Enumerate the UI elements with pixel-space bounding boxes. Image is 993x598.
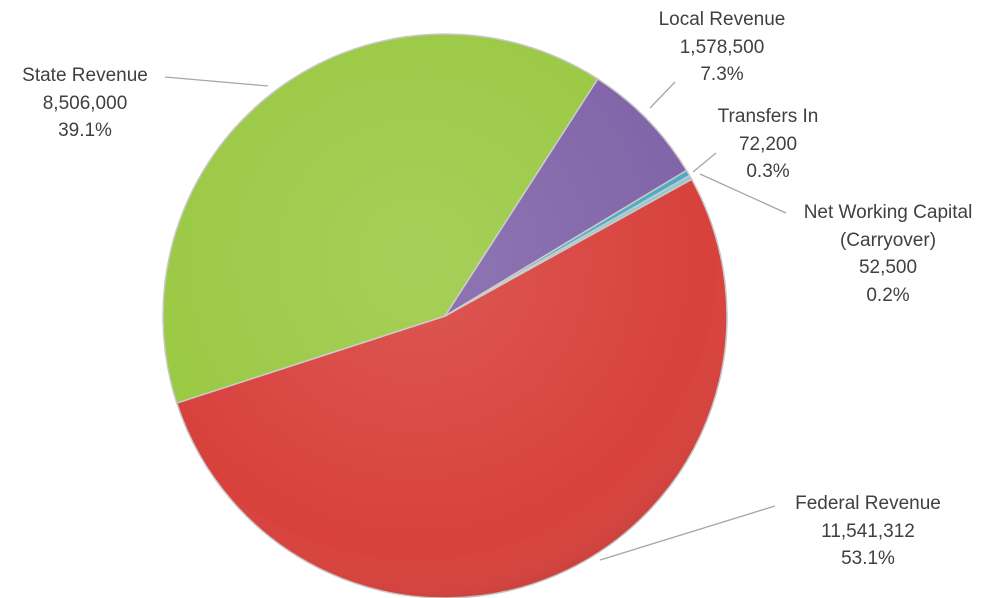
label-name: Net Working Capital (Carryover) xyxy=(803,202,973,251)
label-value: 72,200 xyxy=(738,133,798,155)
leader-line xyxy=(649,81,676,109)
label-percent: 0.3% xyxy=(746,161,790,182)
label-value: 52,500 xyxy=(858,257,918,278)
label-name: Transfers In xyxy=(717,106,819,127)
label-value: 11,541,312 xyxy=(821,520,915,542)
label-percent: 0.2% xyxy=(866,284,910,306)
label-percent: 7.3% xyxy=(700,64,744,85)
data-label: Net Working Capital (Carryover) 52,500 0.2… xyxy=(781,199,993,309)
data-label: Transfers In 72,200 0.3% xyxy=(668,103,868,186)
leader-line xyxy=(699,173,787,214)
data-label: State Revenue 8,506,000 39.1% xyxy=(0,62,200,145)
label-name: Local Revenue xyxy=(658,9,786,30)
label-percent: 53.1% xyxy=(841,548,895,569)
data-label: Local Revenue 1,578,500 7.3% xyxy=(607,6,837,89)
label-name: Federal Revenue xyxy=(795,493,941,514)
leader-line xyxy=(164,76,269,87)
label-name: State Revenue xyxy=(22,65,148,86)
data-label: Federal Revenue 11,541,312 53.1% xyxy=(753,490,983,573)
label-value: 8,506,000 xyxy=(42,92,128,114)
leader-line xyxy=(599,505,776,561)
leader-line xyxy=(692,152,717,173)
label-percent: 39.1% xyxy=(58,120,112,141)
label-value: 1,578,500 xyxy=(679,36,765,58)
